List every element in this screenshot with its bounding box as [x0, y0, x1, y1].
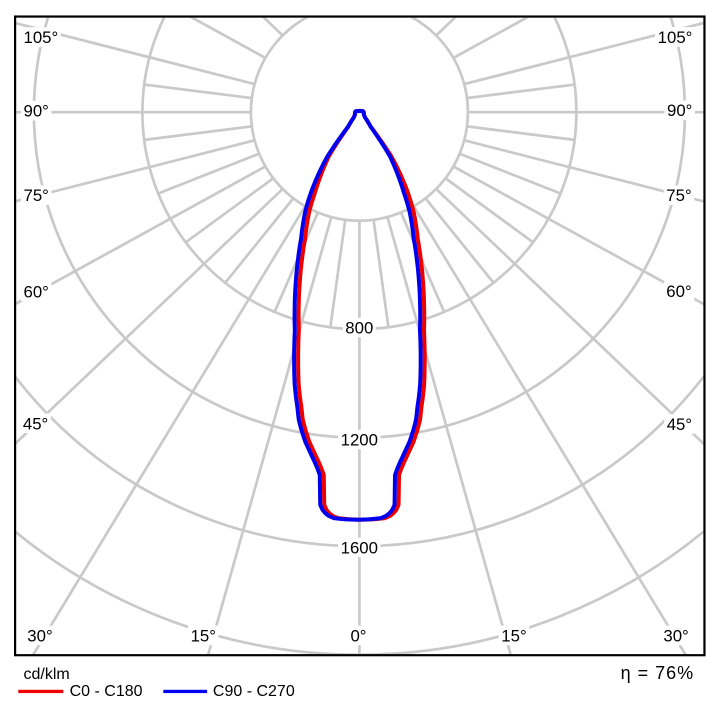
svg-text:75°: 75° — [24, 186, 49, 205]
svg-text:C90 - C270: C90 - C270 — [213, 683, 295, 700]
svg-text:105°: 105° — [24, 28, 59, 47]
svg-text:1600: 1600 — [341, 538, 378, 557]
svg-text:800: 800 — [345, 319, 373, 338]
svg-text:0°: 0° — [350, 626, 366, 645]
svg-text:45°: 45° — [23, 414, 48, 433]
svg-text:C0 - C180: C0 - C180 — [70, 683, 143, 700]
svg-text:45°: 45° — [667, 415, 692, 434]
svg-text:1200: 1200 — [341, 431, 378, 450]
svg-text:cd/klm: cd/klm — [24, 666, 70, 683]
svg-text:90°: 90° — [24, 102, 49, 121]
svg-text:75°: 75° — [666, 186, 691, 205]
svg-text:30°: 30° — [27, 626, 52, 645]
svg-text:15°: 15° — [191, 626, 216, 645]
svg-text:60°: 60° — [666, 282, 691, 301]
svg-text:90°: 90° — [667, 101, 692, 120]
svg-text:30°: 30° — [663, 626, 688, 645]
svg-text:η = 76%: η = 76% — [621, 663, 695, 683]
svg-text:105°: 105° — [658, 28, 693, 47]
svg-text:15°: 15° — [501, 626, 526, 645]
svg-text:60°: 60° — [24, 282, 49, 301]
